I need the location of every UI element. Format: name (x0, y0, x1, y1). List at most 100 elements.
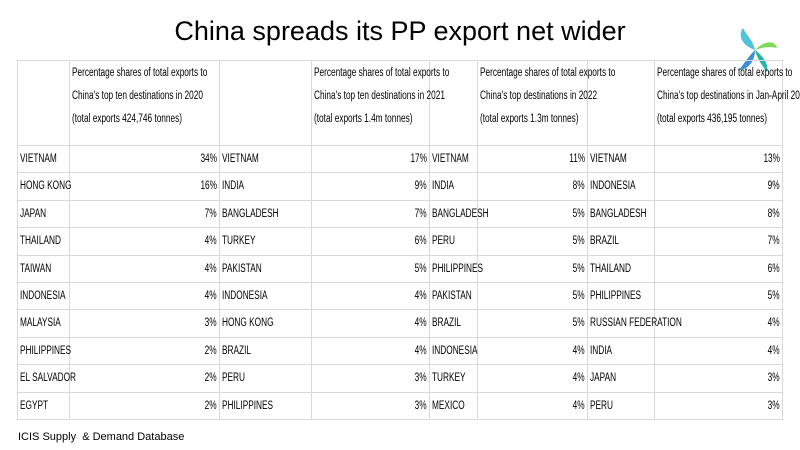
country-cell: HONG KONG (18, 173, 72, 201)
header-cell: Percentage shares of total exports to Chi… (70, 60, 220, 146)
country-cell: BRAZIL (430, 310, 478, 338)
country-name: RUSSIAN FEDERATION (590, 317, 682, 330)
country-name: EGYPT (20, 399, 49, 412)
country-name: BRAZIL (590, 235, 619, 248)
share-value: 4% (205, 235, 217, 248)
share-value: 7% (205, 207, 217, 220)
country-cell: TURKEY (430, 365, 478, 393)
value-cell: 4% (70, 255, 220, 283)
country-name: BRAZIL (222, 344, 251, 357)
table-border (17, 60, 18, 420)
header-text: Percentage shares of total exports to (657, 67, 793, 79)
share-value: 4% (573, 399, 585, 412)
header-cell (430, 60, 478, 146)
value-cell: 5% (478, 255, 588, 283)
country-cell: BRAZIL (588, 228, 655, 256)
country-name: VIETNAM (432, 153, 469, 165)
share-value: 9% (415, 180, 427, 193)
share-value: 4% (768, 317, 780, 330)
country-name: BANGLADESH (222, 207, 279, 220)
country-cell: PERU (588, 392, 655, 420)
header-text: China's top ten destinations in 2021 (314, 90, 445, 102)
country-cell: INDONESIA (18, 283, 70, 311)
country-name: INDONESIA (590, 180, 636, 193)
country-name: VIETNAM (590, 153, 627, 165)
value-cell: 2% (70, 392, 220, 420)
country-cell: VIETNAM (588, 146, 655, 174)
header-text: Percentage shares of total exports to (72, 67, 208, 79)
country-cell: MEXICO (430, 392, 478, 420)
share-value: 8% (573, 180, 585, 193)
country-cell: BRAZIL (220, 337, 312, 366)
share-value: 5% (415, 262, 427, 275)
share-value: 3% (768, 372, 780, 385)
country-name: INDONESIA (432, 344, 478, 357)
share-value: 17% (410, 153, 427, 165)
value-cell: 11% (478, 146, 588, 174)
value-cell: 6% (312, 228, 430, 256)
country-cell: PAKISTAN (220, 255, 312, 283)
source: ICIS Supply & Demand Database (18, 431, 185, 443)
country-name: INDIA (432, 180, 455, 193)
share-value: 16% (200, 180, 217, 193)
header-text: Percentage shares of total exports to (480, 67, 616, 79)
country-name: BRAZIL (432, 317, 461, 330)
country-cell: EGYPT (18, 392, 70, 420)
value-cell: 7% (312, 200, 430, 229)
country-cell: MALAYSIA (18, 310, 70, 338)
header-cell: Percentage shares of total exports to Chi… (478, 60, 615, 146)
value-cell: 2% (70, 337, 220, 366)
value-cell: 16% (70, 173, 220, 201)
value-cell: 3% (655, 365, 783, 393)
title: China spreads its PP export net wider (174, 16, 626, 46)
share-value: 5% (573, 207, 585, 220)
share-value: 5% (768, 290, 780, 302)
value-cell: 5% (478, 283, 588, 311)
share-value: 8% (768, 207, 780, 220)
country-cell: JAPAN (18, 200, 70, 229)
value-cell: 17% (312, 146, 430, 174)
country-name: PHILIPPINES (432, 262, 484, 275)
country-name: THAILAND (20, 235, 61, 248)
country-cell: BANGLADESH (430, 200, 489, 229)
country-name: PAKISTAN (222, 262, 262, 275)
country-name: PAKISTAN (432, 290, 472, 302)
country-cell: RUSSIAN FEDERATION (588, 310, 682, 338)
country-name: INDIA (590, 344, 613, 357)
share-value: 13% (763, 153, 780, 165)
country-cell: PHILIPPINES (430, 255, 483, 283)
value-cell: 4% (655, 337, 783, 366)
country-name: MALAYSIA (20, 317, 61, 330)
value-cell: 3% (312, 365, 430, 393)
value-cell: 4% (478, 392, 588, 420)
share-value: 3% (415, 372, 427, 385)
value-cell: 4% (478, 365, 588, 393)
country-name: BANGLADESH (432, 207, 489, 220)
value-cell: 13% (655, 146, 783, 174)
value-cell: 3% (655, 392, 783, 420)
share-value: 11% (569, 153, 585, 165)
country-name: PERU (222, 372, 246, 385)
share-value: 5% (573, 262, 585, 275)
value-cell: 8% (478, 173, 588, 201)
header-text: (total exports 436,195 tonnes) (657, 113, 768, 125)
country-cell: THAILAND (588, 255, 655, 283)
country-name: BANGLADESH (590, 207, 647, 220)
share-value: 9% (768, 180, 780, 193)
value-cell: 4% (312, 283, 430, 311)
country-name: TAIWAN (20, 262, 52, 275)
country-cell: INDIA (430, 173, 478, 201)
value-cell: 2% (70, 365, 220, 393)
value-cell: 8% (655, 200, 783, 229)
share-value: 7% (768, 235, 780, 248)
country-name: TURKEY (222, 235, 256, 248)
country-name: PERU (590, 399, 614, 412)
country-name: JAPAN (20, 207, 47, 220)
share-value: 2% (205, 399, 217, 412)
country-cell: HONG KONG (220, 310, 312, 338)
country-name: TURKEY (432, 372, 466, 385)
country-name: HONG KONG (222, 317, 274, 330)
country-cell: PHILIPPINES (18, 337, 71, 366)
country-cell: VIETNAM (430, 146, 478, 174)
country-name: PHILIPPINES (222, 399, 274, 412)
